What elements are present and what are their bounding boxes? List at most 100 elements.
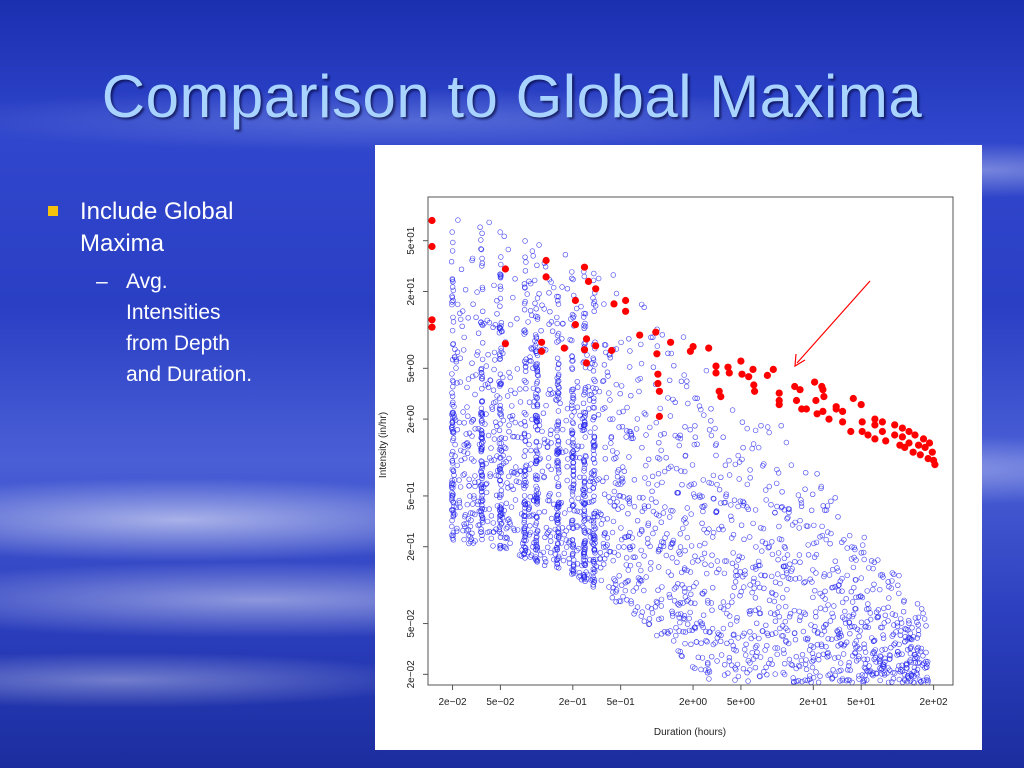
observation-point — [831, 603, 837, 609]
global-maxima-point — [898, 433, 907, 441]
observation-point — [523, 537, 529, 544]
observation-point — [498, 345, 504, 352]
observation-point — [522, 472, 529, 478]
observation-point — [533, 476, 539, 483]
observation-point — [592, 534, 598, 540]
observation-point — [575, 443, 581, 449]
observation-point — [678, 652, 684, 659]
observation-point — [479, 255, 485, 262]
observation-point — [822, 622, 829, 628]
observation-point — [688, 641, 694, 647]
observation-point — [585, 515, 591, 522]
observation-point — [526, 399, 533, 405]
observation-point — [485, 384, 492, 391]
observation-point — [577, 474, 583, 480]
observation-point — [725, 670, 731, 676]
observation-point — [624, 404, 630, 411]
observation-point — [582, 547, 588, 553]
observation-point — [545, 497, 551, 504]
observation-point — [849, 613, 855, 620]
observation-point — [464, 404, 470, 410]
observation-point — [915, 644, 921, 651]
observation-point — [618, 477, 625, 483]
observation-point — [710, 641, 716, 648]
observation-point — [827, 618, 834, 624]
observation-point — [625, 578, 631, 584]
observation-point — [689, 627, 695, 633]
observation-point — [650, 530, 656, 537]
observation-point — [755, 562, 762, 568]
global-maxima-point — [924, 455, 932, 463]
observation-point — [545, 391, 552, 397]
observation-point — [844, 572, 850, 579]
observation-point — [449, 458, 455, 464]
observation-point — [457, 379, 464, 385]
observation-point — [744, 425, 750, 432]
observation-point — [774, 480, 780, 487]
global-maxima-point — [737, 357, 745, 365]
observation-point — [677, 619, 683, 626]
observation-point — [801, 580, 807, 586]
observation-point — [556, 565, 562, 571]
observation-point — [842, 641, 848, 648]
observation-point — [479, 513, 485, 519]
observation-point — [526, 278, 532, 285]
observation-point — [657, 547, 663, 553]
observation-point — [679, 582, 685, 588]
observation-point — [449, 276, 456, 282]
observation-point — [582, 538, 589, 544]
observation-point — [569, 402, 575, 408]
observation-point — [645, 536, 651, 542]
observation-point — [478, 375, 485, 382]
observation-point — [798, 503, 805, 509]
observation-point — [700, 624, 706, 631]
observation-point — [841, 616, 848, 622]
observation-point — [792, 519, 798, 526]
observation-point — [572, 454, 579, 461]
observation-point — [675, 611, 681, 617]
observation-point — [714, 481, 720, 488]
observation-point — [729, 407, 736, 413]
observation-point — [650, 508, 657, 515]
observation-point — [720, 526, 726, 533]
observation-point — [807, 676, 813, 682]
observation-point — [648, 496, 655, 502]
observation-point — [582, 512, 588, 519]
observation-point — [464, 384, 470, 391]
observation-point — [478, 246, 484, 252]
observation-point — [856, 673, 862, 679]
observation-point — [570, 396, 577, 402]
observation-point — [521, 307, 528, 313]
observation-point — [859, 594, 866, 601]
observation-point — [731, 631, 737, 637]
observation-point — [560, 321, 566, 327]
observation-point — [469, 257, 475, 264]
observation-point — [494, 298, 500, 304]
observation-point — [597, 550, 604, 556]
observation-point — [469, 360, 475, 366]
observation-point — [473, 314, 479, 321]
observation-point — [866, 606, 872, 612]
observation-point — [604, 516, 611, 522]
observation-point — [734, 618, 740, 624]
observation-point — [873, 670, 880, 677]
observation-point — [658, 596, 665, 603]
observation-point — [521, 525, 527, 532]
observation-point — [450, 500, 457, 506]
observation-point — [735, 557, 741, 563]
observation-point — [891, 642, 897, 648]
observation-point — [522, 298, 528, 305]
observation-point — [521, 453, 528, 459]
observation-point — [718, 652, 725, 658]
observation-point — [698, 406, 704, 413]
observation-point — [467, 493, 473, 499]
observation-point — [678, 378, 685, 385]
observation-point — [571, 409, 577, 415]
observation-point — [478, 489, 485, 495]
observation-point — [774, 645, 781, 651]
observation-point — [742, 571, 748, 577]
observation-point — [479, 532, 485, 539]
observation-point — [530, 544, 536, 550]
observation-point — [496, 440, 503, 447]
observation-point — [502, 535, 508, 541]
